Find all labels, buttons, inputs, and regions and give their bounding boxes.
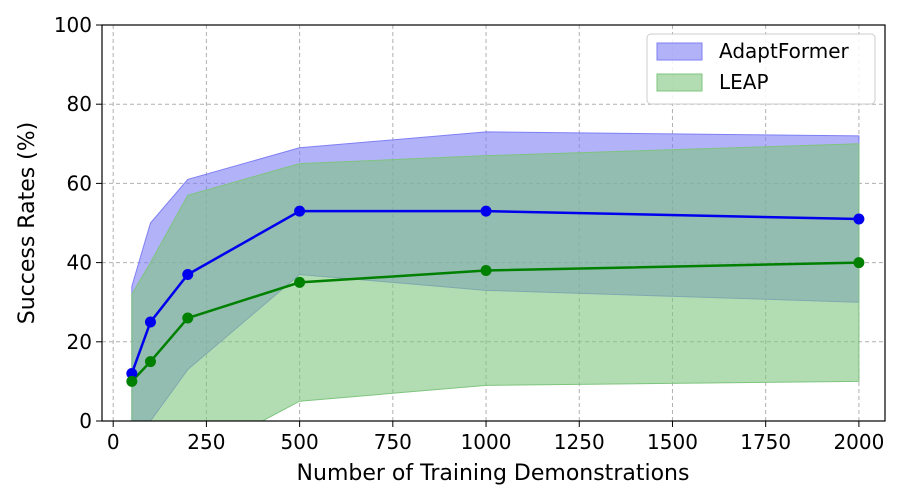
leap-point [294, 276, 306, 288]
axis-ticks: 0 250 500 750 1000 1250 1500 1750 2000 0 20 40 60 80 1… [54, 13, 885, 454]
confidence-bands [131, 131, 860, 421]
leap-band [131, 143, 860, 421]
y-tick-label: 100 [54, 13, 92, 37]
adaptformer-point [126, 367, 138, 379]
adaptformer-legend-label: AdaptFormer [719, 39, 850, 63]
x-tick-label: 750 [374, 430, 412, 454]
y-axis-label: Success Rates (%) [15, 122, 40, 325]
x-tick-label: 1000 [461, 430, 512, 454]
adaptformer-point [144, 316, 156, 328]
x-tick-label: 250 [187, 430, 225, 454]
x-tick-label: 1750 [740, 430, 791, 454]
x-tick-label: 1500 [647, 430, 698, 454]
adaptformer-point [294, 205, 306, 217]
leap-point [480, 265, 492, 277]
x-axis-label: Number of Training Demonstrations [297, 461, 690, 486]
y-tick-label: 40 [67, 251, 92, 275]
adaptformer-legend-swatch [656, 42, 703, 61]
leap-point [126, 375, 138, 387]
x-tick-label: 2000 [833, 430, 884, 454]
y-tick-label: 20 [67, 330, 92, 354]
adaptformer-line [130, 209, 859, 374]
plot-frame [101, 24, 886, 422]
leap-point [144, 356, 156, 368]
legend-box [646, 33, 876, 105]
leap-point [182, 312, 194, 324]
leap-legend-label: LEAP [719, 70, 769, 94]
legend: AdaptFormer LEAP [646, 33, 876, 105]
y-tick-label: 60 [67, 171, 92, 195]
adaptformer-point [853, 213, 865, 225]
series-points [126, 205, 865, 387]
adaptformer-point [182, 268, 194, 280]
x-tick-label: 0 [107, 430, 120, 454]
y-tick-label: 0 [79, 409, 92, 433]
x-tick-label: 1250 [554, 430, 605, 454]
leap-point [853, 257, 865, 269]
y-tick-label: 80 [67, 92, 92, 116]
x-tick-label: 500 [281, 430, 319, 454]
adaptformer-point [480, 205, 492, 217]
leap-legend-swatch [656, 73, 703, 92]
